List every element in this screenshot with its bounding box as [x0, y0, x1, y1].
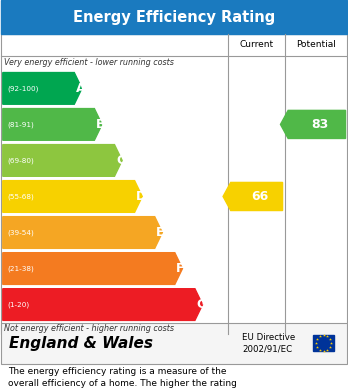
Text: F: F: [176, 262, 185, 275]
Polygon shape: [3, 109, 102, 140]
Text: Very energy efficient - lower running costs: Very energy efficient - lower running co…: [4, 58, 174, 68]
Bar: [1, 323, 347, 364]
Text: (39-54): (39-54): [7, 229, 34, 236]
Text: B: B: [96, 118, 105, 131]
Text: EU Directive
2002/91/EC: EU Directive 2002/91/EC: [242, 333, 295, 353]
Text: Energy Efficiency Rating: Energy Efficiency Rating: [73, 9, 275, 25]
Text: A: A: [76, 82, 85, 95]
Text: (69-80): (69-80): [7, 157, 34, 164]
Text: Not energy efficient - higher running costs: Not energy efficient - higher running co…: [4, 324, 174, 333]
Polygon shape: [3, 181, 142, 212]
Polygon shape: [3, 73, 82, 104]
Text: (55-68): (55-68): [7, 193, 34, 200]
Text: (1-20): (1-20): [7, 301, 29, 308]
Bar: [313, 335, 334, 351]
Bar: [1, 0, 347, 34]
Bar: [1, 34, 347, 334]
Polygon shape: [3, 145, 122, 176]
Text: (21-38): (21-38): [7, 265, 34, 272]
Polygon shape: [280, 110, 346, 138]
Text: C: C: [116, 154, 125, 167]
Text: G: G: [196, 298, 207, 311]
Text: 83: 83: [312, 118, 329, 131]
Text: E: E: [156, 226, 165, 239]
Polygon shape: [3, 253, 182, 284]
Text: (81-91): (81-91): [7, 121, 34, 128]
Text: Potential: Potential: [296, 40, 336, 49]
Text: The energy efficiency rating is a measure of the
overall efficiency of a home. T: The energy efficiency rating is a measur…: [8, 367, 237, 391]
Text: (92-100): (92-100): [7, 85, 38, 91]
Polygon shape: [3, 289, 203, 320]
Polygon shape: [223, 183, 283, 210]
Text: England & Wales: England & Wales: [9, 335, 153, 351]
Text: Current: Current: [239, 40, 274, 49]
Polygon shape: [3, 217, 163, 248]
Text: 66: 66: [252, 190, 269, 203]
Text: D: D: [136, 190, 146, 203]
